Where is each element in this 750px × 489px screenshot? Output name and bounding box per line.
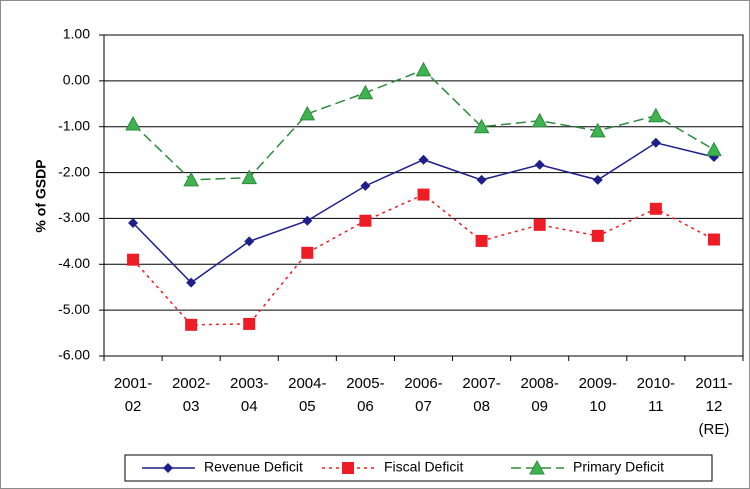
- x-tick-label: 2008- 09: [520, 375, 559, 415]
- x-tick-label: 2006- 07: [404, 375, 443, 415]
- data-point: [302, 215, 313, 226]
- y-tick-label: -5.00: [58, 301, 90, 317]
- data-point: [241, 169, 258, 185]
- series-line: [132, 193, 715, 326]
- x-tick-label: 2003- 04: [230, 375, 269, 415]
- data-point: [650, 137, 661, 148]
- y-tick-label: -1.00: [58, 117, 90, 133]
- x-tick-label: 2007- 08: [462, 375, 501, 415]
- data-point: [531, 112, 548, 128]
- data-point: [186, 277, 197, 288]
- data-point: [127, 253, 140, 266]
- data-point: [534, 159, 545, 170]
- y-tick-label: -4.00: [58, 255, 90, 271]
- data-point: [476, 174, 487, 185]
- data-point: [707, 233, 720, 246]
- data-point: [417, 188, 430, 201]
- x-tick-label: 2002- 03: [171, 375, 211, 415]
- data-point: [244, 236, 255, 247]
- y-tick-label: -6.00: [58, 347, 90, 363]
- x-tick-label: 2009- 10: [578, 375, 617, 415]
- data-point: [648, 107, 664, 123]
- data-point: [299, 105, 316, 121]
- data-point: [533, 218, 546, 231]
- x-tick-label: 2004- 05: [288, 375, 327, 415]
- data-point: [125, 115, 141, 131]
- x-tick-label: 2001- 02: [113, 375, 153, 415]
- data-point: [649, 202, 662, 215]
- x-tick-label: 2010- 11: [636, 375, 676, 415]
- legend-label: Primary Deficit: [573, 459, 664, 475]
- y-tick-label: 1.00: [63, 26, 90, 42]
- y-axis-label: % of GSDP: [33, 159, 49, 232]
- data-point: [301, 246, 314, 259]
- x-tick-label: 2005- 06: [346, 375, 385, 415]
- data-point: [183, 171, 199, 187]
- data-point: [357, 84, 374, 100]
- y-tick-label: -3.00: [58, 209, 90, 225]
- legend-marker: [342, 462, 354, 474]
- data-point: [418, 154, 429, 165]
- data-point: [243, 317, 256, 330]
- data-point: [360, 180, 371, 191]
- data-point: [359, 214, 372, 227]
- y-tick-label: 0.00: [63, 72, 90, 88]
- data-point: [185, 318, 198, 331]
- data-point: [415, 61, 432, 77]
- data-point: [589, 122, 606, 138]
- x-tick-label: 2011- 12 (RE): [695, 375, 733, 438]
- legend-label: Revenue Deficit: [204, 459, 303, 475]
- legend-marker: [163, 463, 173, 473]
- data-point: [128, 218, 139, 229]
- data-point: [706, 141, 722, 157]
- legend-box: [124, 454, 713, 482]
- data-point: [473, 118, 490, 134]
- plot-area: [103, 34, 744, 357]
- legend-label: Fiscal Deficit: [384, 459, 463, 475]
- data-point: [591, 229, 604, 242]
- data-point: [592, 174, 603, 185]
- data-point: [475, 234, 488, 247]
- y-tick-label: -2.00: [58, 163, 90, 179]
- legend-marker: [529, 459, 545, 475]
